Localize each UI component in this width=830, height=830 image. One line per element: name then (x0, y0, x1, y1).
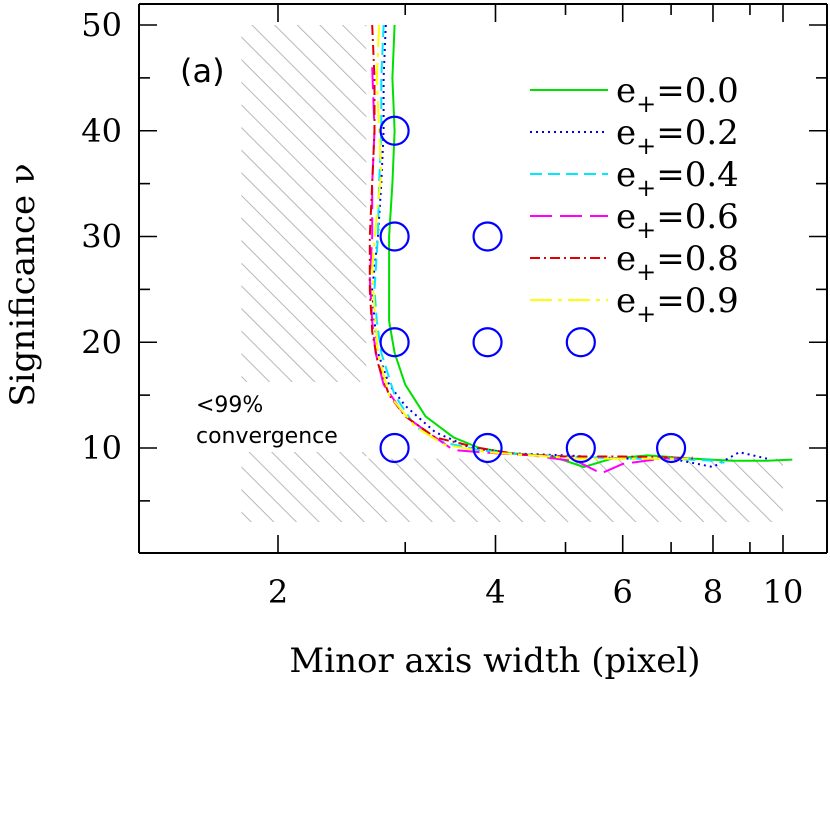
series-lines (368, 24, 793, 475)
y-tick-label: 50 (81, 6, 122, 44)
hatched-area (241, 25, 783, 522)
y-axis-title: Significance ν (3, 163, 43, 406)
circle-marker (655, 432, 687, 464)
legend-label: e+=0.6 (616, 197, 739, 244)
region-label-background (185, 382, 368, 452)
circle-marker (472, 221, 503, 252)
y-tick-label: 20 (81, 323, 122, 361)
circle-markers (379, 115, 687, 464)
x-tick-label: 10 (763, 573, 804, 611)
series-line (371, 24, 689, 460)
y-tick-label: 10 (81, 429, 122, 467)
panel-label: (a) (180, 52, 225, 90)
legend-label: e+=0.9 (616, 281, 739, 328)
series-line (368, 67, 693, 475)
convergence-region-label: <99% convergence (185, 382, 368, 452)
legend-label: e+=0.2 (616, 113, 739, 160)
circle-marker (379, 221, 410, 252)
axis-ticks (139, 4, 827, 553)
series-line (373, 24, 725, 464)
x-axis-title: Minor axis width (pixel) (289, 641, 700, 681)
circle-marker (472, 432, 503, 464)
circle-marker (379, 432, 410, 464)
legend-label: e+=0.4 (616, 155, 739, 202)
region-label-line2: convergence (196, 424, 338, 449)
circle-marker (565, 432, 596, 464)
legend-label: e+=0.8 (616, 239, 739, 286)
hatched-region (241, 25, 783, 522)
circle-marker (379, 115, 410, 146)
x-tick-label: 6 (613, 573, 633, 611)
x-tick-label: 2 (268, 573, 288, 611)
circle-marker (379, 327, 410, 358)
circle-marker (472, 327, 503, 358)
circle-marker (565, 327, 596, 358)
region-label-line1: <99% (196, 393, 263, 418)
y-tick-label: 30 (81, 218, 122, 256)
series-line (368, 24, 693, 460)
y-tick-label: 40 (81, 112, 122, 150)
legend-label: e+=0.0 (616, 71, 739, 118)
legend: e+=0.0e+=0.2e+=0.4e+=0.6e+=0.8e+=0.9 (530, 71, 739, 328)
x-tick-label: 4 (485, 573, 505, 611)
axis-tick-labels: 2 4 6 8 10 10 20 30 40 50 (81, 6, 803, 611)
x-tick-label: 8 (703, 573, 723, 611)
